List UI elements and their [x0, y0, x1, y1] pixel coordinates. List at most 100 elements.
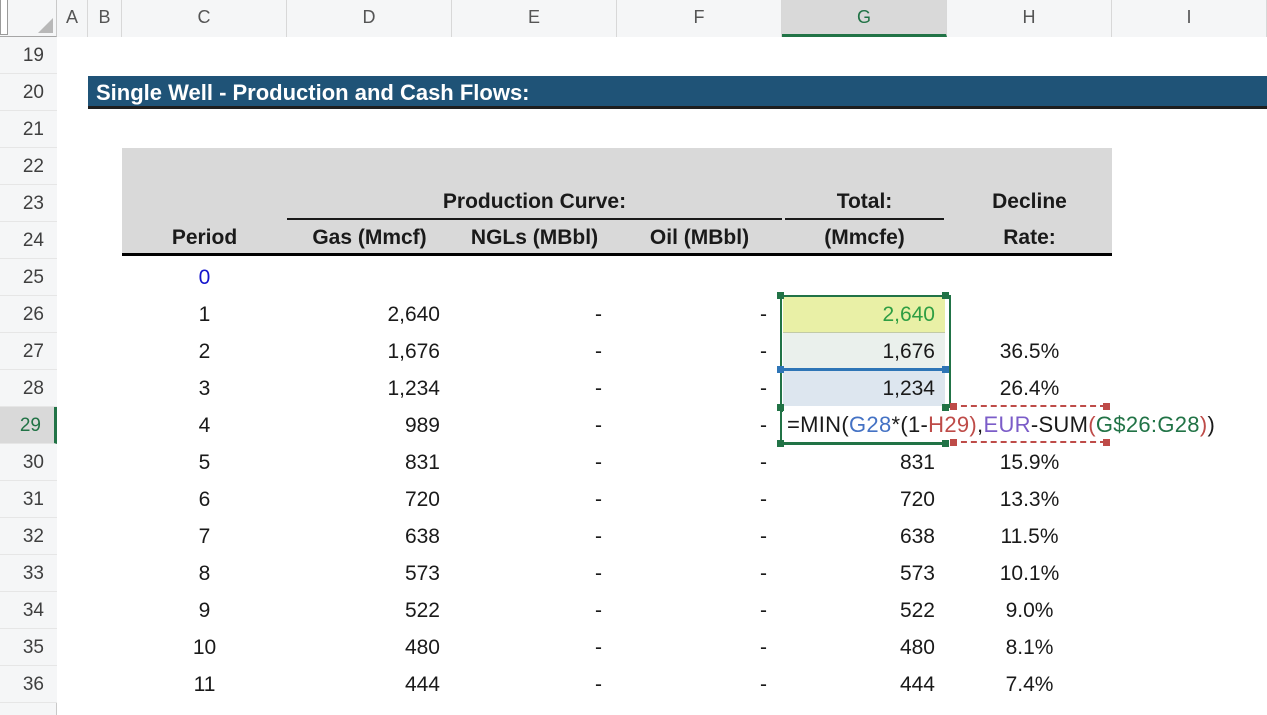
cell-H31[interactable]: 13.3%	[947, 481, 1112, 518]
cell-C29[interactable]: 4	[122, 407, 287, 444]
title-cell[interactable]: Single Well - Production and Cash Flows:	[88, 76, 1267, 109]
cell-F27[interactable]: -	[617, 333, 782, 370]
row-header-22[interactable]: 22	[0, 148, 57, 185]
cell-C34[interactable]: 9	[122, 592, 287, 629]
column-header-B[interactable]: B	[88, 0, 122, 37]
cell-H30[interactable]: 15.9%	[947, 444, 1112, 481]
group-header-decline[interactable]: Decline	[947, 183, 1112, 220]
row-header-28[interactable]: 28	[0, 370, 57, 407]
row-header-34[interactable]: 34	[0, 592, 57, 629]
row-header-36[interactable]: 36	[0, 666, 57, 703]
cell-D31[interactable]: 720	[287, 481, 452, 518]
column-label-oil[interactable]: Oil (MBbl)	[617, 219, 782, 256]
row-header-29[interactable]: 29	[0, 407, 57, 444]
cell-G27[interactable]: 1,676	[782, 333, 947, 370]
cell-E34[interactable]: -	[452, 592, 617, 629]
column-label-rate[interactable]: Rate:	[947, 219, 1112, 256]
row-header-35[interactable]: 35	[0, 629, 57, 666]
cell-D33[interactable]: 573	[287, 555, 452, 592]
group-header-production-curve[interactable]: Production Curve:	[287, 183, 782, 220]
range-handle[interactable]	[777, 404, 784, 411]
column-label-period[interactable]: Period	[122, 219, 287, 256]
range-handle[interactable]	[942, 440, 949, 447]
column-header-A[interactable]: A	[57, 0, 88, 37]
row-header-33[interactable]: 33	[0, 555, 57, 592]
cell-E36[interactable]: -	[452, 666, 617, 703]
row-header-26[interactable]: 26	[0, 296, 57, 333]
cell-D35[interactable]: 480	[287, 629, 452, 666]
row-header-23[interactable]: 23	[0, 185, 57, 222]
cell-F32[interactable]: -	[617, 518, 782, 555]
cell-D26[interactable]: 2,640	[287, 296, 452, 333]
select-all-corner[interactable]	[0, 0, 57, 37]
range-handle[interactable]	[777, 440, 784, 447]
column-label-mmcfe[interactable]: (Mmcfe)	[782, 219, 947, 256]
cell-C30[interactable]: 5	[122, 444, 287, 481]
cell-D27[interactable]: 1,676	[287, 333, 452, 370]
cell-E35[interactable]: -	[452, 629, 617, 666]
cell-G33[interactable]: 573	[782, 555, 947, 592]
cell-E29[interactable]: -	[452, 407, 617, 444]
cell-F36[interactable]: -	[617, 666, 782, 703]
cell-G28[interactable]: 1,234	[782, 370, 947, 407]
column-header-G[interactable]: G	[782, 0, 947, 37]
row-header-32[interactable]: 32	[0, 518, 57, 555]
range-handle-red[interactable]	[1103, 439, 1110, 446]
group-header-total[interactable]: Total:	[782, 183, 947, 220]
cell-E26[interactable]: -	[452, 296, 617, 333]
column-header-F[interactable]: F	[617, 0, 782, 37]
cell-E33[interactable]: -	[452, 555, 617, 592]
cell-G36[interactable]: 444	[782, 666, 947, 703]
row-header-20[interactable]: 20	[0, 74, 57, 111]
range-handle[interactable]	[942, 292, 949, 299]
cell-D29[interactable]: 989	[287, 407, 452, 444]
range-handle-red[interactable]	[950, 403, 957, 410]
cell-D28[interactable]: 1,234	[287, 370, 452, 407]
cell-C27[interactable]: 2	[122, 333, 287, 370]
range-handle[interactable]	[777, 292, 784, 299]
cell-D30[interactable]: 831	[287, 444, 452, 481]
cell-F26[interactable]: -	[617, 296, 782, 333]
cell-H36[interactable]: 7.4%	[947, 666, 1112, 703]
cell-F30[interactable]: -	[617, 444, 782, 481]
cell-D36[interactable]: 444	[287, 666, 452, 703]
cell-G35[interactable]: 480	[782, 629, 947, 666]
cell-H34[interactable]: 9.0%	[947, 592, 1112, 629]
cell-C36[interactable]: 11	[122, 666, 287, 703]
column-header-E[interactable]: E	[452, 0, 617, 37]
cell-E31[interactable]: -	[452, 481, 617, 518]
cell-F33[interactable]: -	[617, 555, 782, 592]
cell-C35[interactable]: 10	[122, 629, 287, 666]
range-handle-blue[interactable]	[942, 366, 949, 373]
row-header-19[interactable]: 19	[0, 37, 57, 74]
cell-G32[interactable]: 638	[782, 518, 947, 555]
row-header-31[interactable]: 31	[0, 481, 57, 518]
range-handle[interactable]	[942, 404, 949, 411]
column-label-gas[interactable]: Gas (Mmcf)	[287, 219, 452, 256]
cell-F28[interactable]: -	[617, 370, 782, 407]
cell-E30[interactable]: -	[452, 444, 617, 481]
cell-E32[interactable]: -	[452, 518, 617, 555]
row-header-27[interactable]: 27	[0, 333, 57, 370]
cell-H33[interactable]: 10.1%	[947, 555, 1112, 592]
column-header-H[interactable]: H	[947, 0, 1112, 37]
row-header-30[interactable]: 30	[0, 444, 57, 481]
cell-H28[interactable]: 26.4%	[947, 370, 1112, 407]
cell-C26[interactable]: 1	[122, 296, 287, 333]
cell-C31[interactable]: 6	[122, 481, 287, 518]
cell-G31[interactable]: 720	[782, 481, 947, 518]
cell-H27[interactable]: 36.5%	[947, 333, 1112, 370]
column-header-C[interactable]: C	[122, 0, 287, 37]
cell-C33[interactable]: 8	[122, 555, 287, 592]
cell-F29[interactable]: -	[617, 407, 782, 444]
formula-edit-cell[interactable]: =MIN(G28*(1-H29),EUR-SUM(G$26:G28))	[783, 408, 1217, 441]
cell-D34[interactable]: 522	[287, 592, 452, 629]
cell-C25[interactable]: 0	[122, 259, 287, 296]
row-header-25[interactable]: 25	[0, 259, 57, 296]
cell-G30[interactable]: 831	[782, 444, 947, 481]
cell-G34[interactable]: 522	[782, 592, 947, 629]
cell-C28[interactable]: 3	[122, 370, 287, 407]
cell-H32[interactable]: 11.5%	[947, 518, 1112, 555]
cell-F31[interactable]: -	[617, 481, 782, 518]
cell-E27[interactable]: -	[452, 333, 617, 370]
